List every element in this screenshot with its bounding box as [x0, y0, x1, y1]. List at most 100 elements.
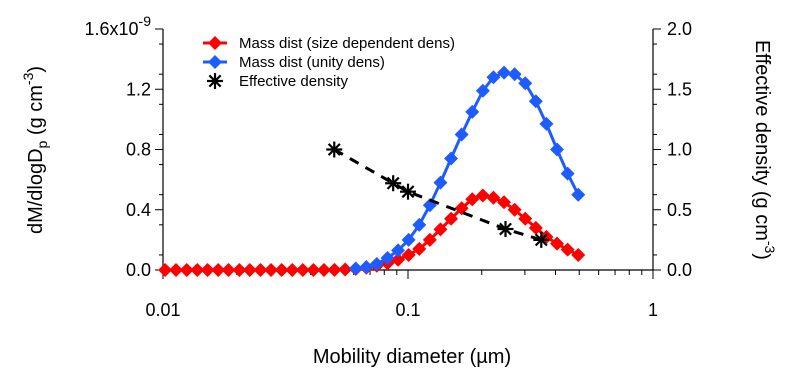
series-line — [333, 148, 542, 242]
data-point-diamond — [208, 55, 222, 69]
series-line — [355, 71, 580, 270]
asterisk-stroke — [534, 233, 548, 247]
legend-label: Mass dist (size dependent dens) — [239, 35, 455, 52]
data-point-asterisk — [326, 141, 343, 158]
y-right-tick-label: 1.0 — [667, 140, 692, 160]
data-point-diamond — [316, 263, 331, 277]
y-right-tick-label: 0.5 — [667, 200, 692, 220]
data-point-diamond — [412, 241, 427, 256]
data-point-asterisk — [533, 231, 550, 248]
x-tick-label: 0.1 — [395, 300, 420, 320]
data-point-diamond — [528, 220, 543, 235]
axis-labels: Mobility diameter (µm) dM/dlogDp (g cm-3)… — [20, 40, 778, 368]
data-point-diamond — [550, 236, 565, 251]
asterisk-stroke — [327, 143, 341, 156]
data-point-diamond — [274, 263, 289, 277]
data-point-diamond — [369, 256, 384, 271]
data-point-diamond — [454, 201, 469, 216]
data-point-diamond — [295, 263, 310, 277]
data-point-diamond — [242, 263, 257, 277]
data-point-diamond — [528, 94, 543, 109]
data-point-diamond — [571, 247, 586, 262]
data-point-diamond — [475, 83, 490, 98]
legend-label: Mass dist (unity dens) — [239, 54, 385, 71]
data-point-diamond — [380, 250, 395, 265]
y-left-axis-title: dM/dlogDp (g cm-3) — [20, 66, 50, 234]
data-point-diamond — [422, 232, 437, 247]
data-point-diamond — [465, 192, 480, 207]
data-point-diamond — [348, 261, 363, 276]
data-point-diamond — [507, 202, 522, 217]
y-left-tick-label: 1.2 — [126, 79, 151, 99]
asterisk-stroke — [386, 176, 400, 190]
y-right-axis-title: Effective density (g cm-3) — [751, 40, 778, 260]
data-point-diamond — [208, 36, 222, 50]
data-point-diamond — [571, 187, 586, 202]
data-point-diamond — [285, 263, 300, 277]
data-point-diamond — [497, 195, 512, 210]
data-point-diamond — [264, 263, 279, 277]
data-point-diamond — [401, 247, 416, 262]
data-point-diamond — [539, 116, 554, 131]
legend-item: Mass dist (unity dens) — [203, 54, 385, 71]
data-point-asterisk — [207, 73, 223, 89]
data-point-asterisk — [400, 183, 416, 200]
data-point-diamond — [412, 217, 427, 232]
data-point-diamond — [444, 211, 459, 226]
legend-label: Effective density — [239, 73, 348, 90]
data-point-diamond — [253, 263, 268, 277]
y-left-tick-label: 0.4 — [126, 200, 151, 220]
data-point-diamond — [158, 263, 173, 277]
data-point-diamond — [433, 175, 448, 190]
data-point-diamond — [401, 232, 416, 247]
y-left-tick-label: 1.6x10-9 — [85, 13, 152, 39]
data-point-diamond — [518, 76, 533, 91]
data-point-diamond — [475, 188, 490, 203]
data-point-diamond — [486, 190, 501, 205]
data-point-diamond — [169, 263, 184, 277]
series-2 — [326, 141, 550, 248]
data-point-diamond — [497, 65, 512, 80]
x-tick-label: 1 — [648, 300, 658, 320]
data-point-diamond — [221, 263, 236, 277]
legend-item: Mass dist (size dependent dens) — [203, 35, 455, 52]
data-point-diamond — [433, 222, 448, 237]
data-point-diamond — [560, 166, 575, 181]
x-axis-title: Mobility diameter (µm) — [313, 346, 511, 368]
data-point-diamond — [391, 243, 406, 258]
series-layer — [158, 65, 586, 277]
data-point-diamond — [200, 263, 215, 277]
data-point-diamond — [327, 262, 342, 277]
data-point-diamond — [338, 262, 353, 277]
y-right-tick-label: 1.5 — [667, 79, 692, 99]
data-point-diamond — [190, 263, 205, 277]
asterisk-stroke — [401, 185, 415, 199]
y-right-tick-label: 2.0 — [667, 19, 692, 39]
data-point-diamond — [518, 211, 533, 226]
data-point-asterisk — [497, 221, 514, 238]
legend: Mass dist (size dependent dens) Mass dist… — [203, 35, 455, 90]
data-point-diamond — [179, 263, 194, 277]
data-point-diamond — [232, 263, 247, 277]
data-point-diamond — [486, 70, 501, 85]
data-point-diamond — [560, 242, 575, 257]
data-point-diamond — [359, 259, 374, 274]
data-point-diamond — [454, 127, 469, 142]
data-point-diamond — [306, 263, 321, 277]
y-left-tick-label: 0.0 — [126, 260, 151, 280]
data-point-asterisk — [385, 175, 402, 192]
data-point-diamond — [444, 151, 459, 166]
y-left-tick-label: 0.8 — [126, 140, 151, 160]
data-point-diamond — [391, 252, 406, 267]
y-right-tick-label: 0.0 — [667, 260, 692, 280]
data-point-diamond — [550, 142, 565, 157]
data-point-diamond — [211, 263, 226, 277]
asterisk-stroke — [499, 222, 512, 236]
asterisk-stroke — [208, 74, 222, 88]
legend-item: Effective density — [207, 73, 348, 90]
series-1 — [348, 65, 586, 276]
data-point-diamond — [507, 67, 522, 82]
data-point-diamond — [465, 104, 480, 119]
x-tick-label: 0.01 — [145, 300, 180, 320]
